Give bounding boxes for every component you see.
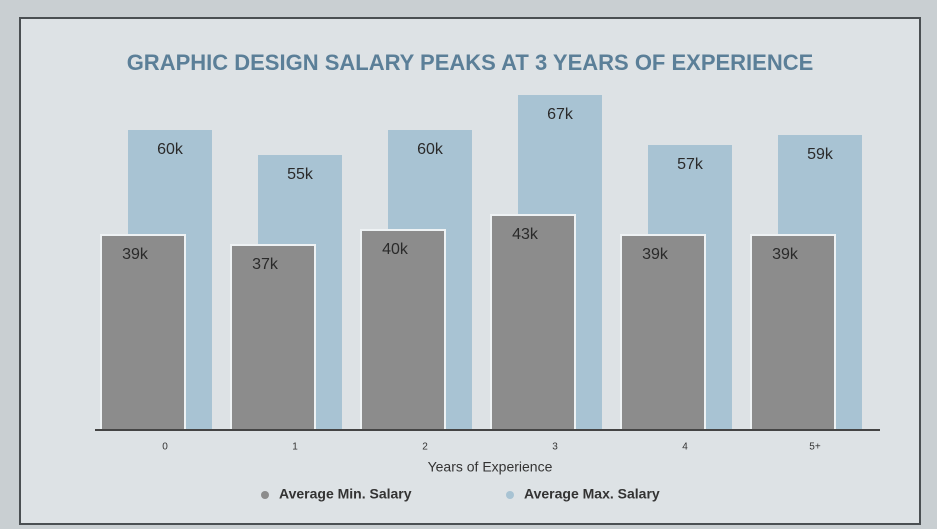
x-tick-label: 3	[552, 442, 558, 453]
data-label: 67k	[547, 106, 574, 123]
data-label: 60k	[157, 141, 184, 158]
data-label: 39k	[772, 246, 799, 263]
x-tick-label: 4	[682, 442, 688, 453]
data-label: 59k	[807, 146, 834, 163]
bar	[490, 214, 576, 431]
data-label: 55k	[287, 166, 314, 183]
bar	[750, 234, 836, 431]
chart-title: GRAPHIC DESIGN SALARY PEAKS AT 3 YEARS O…	[127, 50, 814, 75]
legend-label: Average Max. Salary	[524, 486, 660, 502]
x-tick-label: 2	[422, 442, 428, 453]
data-label: 37k	[252, 256, 279, 273]
data-label: 40k	[382, 241, 409, 258]
bar	[100, 234, 186, 431]
x-tick-label: 0	[162, 442, 168, 453]
legend-label: Average Min. Salary	[279, 486, 412, 502]
data-label: 60k	[417, 141, 444, 158]
legend-swatch	[261, 491, 269, 499]
data-label: 43k	[512, 226, 539, 243]
bar	[620, 234, 706, 431]
legend: Average Min. Salary Average Max. Salary	[261, 486, 660, 502]
data-label: 57k	[677, 156, 704, 173]
data-label: 39k	[642, 246, 669, 263]
x-axis-title: Years of Experience	[428, 459, 553, 475]
x-tick-label: 5+	[809, 442, 821, 453]
x-tick-label: 1	[292, 442, 298, 453]
bar	[360, 229, 446, 431]
legend-swatch	[506, 491, 514, 499]
data-label: 39k	[122, 246, 149, 263]
bar	[230, 244, 316, 431]
